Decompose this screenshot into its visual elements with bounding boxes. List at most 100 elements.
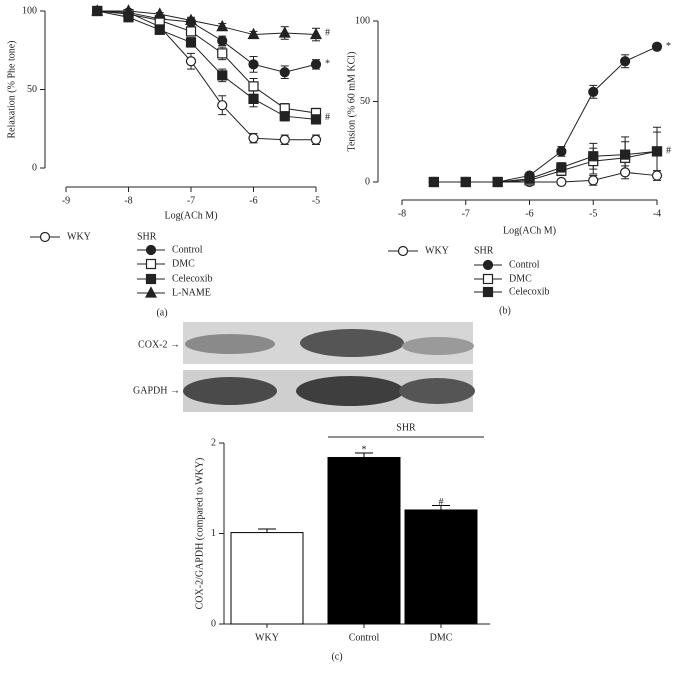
series-line (433, 150, 658, 183)
marker (216, 19, 229, 32)
marker (556, 146, 567, 157)
marker (153, 7, 166, 19)
annotation: # (325, 27, 330, 38)
marker (310, 59, 322, 70)
marker (588, 151, 599, 162)
x-tick-label: -5 (312, 195, 320, 206)
bar (404, 509, 478, 625)
error-bar (355, 452, 373, 458)
marker (279, 111, 290, 122)
blot-band (300, 329, 404, 357)
marker (492, 176, 503, 188)
marker (428, 176, 439, 188)
error-bar (432, 504, 450, 510)
blot-band (296, 376, 404, 406)
marker (248, 93, 259, 105)
annotation: # (439, 497, 444, 508)
legend-label: DMC (172, 258, 195, 269)
panel-label: (b) (499, 305, 511, 316)
series-line (97, 10, 317, 73)
legend-group-title: SHR (474, 245, 494, 256)
marker (524, 173, 535, 184)
marker (278, 26, 291, 38)
x-tick-label: -6 (525, 208, 533, 219)
y-tick-label: 100 (355, 15, 370, 26)
legend-marker (145, 244, 157, 256)
x-tick-label: -8 (124, 195, 132, 206)
x-tick-label: -7 (462, 208, 470, 219)
blot-label: COX-2 → (138, 339, 180, 350)
marker (154, 24, 165, 35)
x-tick-label: -4 (653, 208, 661, 219)
x-tick-label: -9 (62, 195, 70, 206)
y-tick-label: 50 (27, 84, 37, 95)
legend-marker (145, 258, 157, 270)
y-tick-label: 0 (211, 618, 216, 629)
legend-label: Celecoxib (509, 286, 550, 297)
marker (185, 56, 197, 67)
series-line (97, 10, 317, 120)
marker (217, 48, 228, 59)
marker (620, 167, 631, 178)
marker (185, 26, 197, 37)
marker (620, 149, 631, 160)
blot-band (185, 334, 275, 354)
x-tick-label: -7 (187, 195, 195, 206)
legend-label: Control (172, 244, 203, 255)
blot-band (183, 377, 277, 405)
y-tick-label: 1 (211, 528, 216, 539)
marker (556, 162, 567, 173)
annotation: * (666, 41, 671, 52)
legend-label: DMC (509, 273, 532, 284)
marker (247, 27, 260, 40)
marker (217, 100, 228, 111)
blot-band (402, 337, 474, 355)
legend-marker (482, 273, 494, 285)
blot-band (399, 378, 475, 404)
bar (327, 456, 401, 625)
blot-label: GAPDH → (133, 385, 180, 396)
marker (651, 41, 663, 52)
legend-label: Control (509, 259, 540, 270)
marker (310, 114, 322, 125)
y-tick-label: 100 (22, 5, 37, 16)
legend-group-title: SHR (137, 231, 157, 242)
legend-marker (482, 286, 494, 298)
panel-label: (a) (156, 307, 167, 318)
legend-label: WKY (67, 231, 91, 242)
marker (310, 27, 322, 40)
error-bar (258, 528, 276, 533)
marker (217, 35, 228, 46)
x-tick-label: -5 (589, 208, 597, 219)
x-tick-label: DMC (430, 632, 453, 643)
y-tick-label: 0 (365, 176, 370, 187)
y-axis-label: Relaxation (% Phe tone) (6, 40, 17, 138)
marker (588, 86, 599, 97)
marker (588, 175, 599, 186)
marker (122, 4, 135, 16)
annotation: * (362, 445, 367, 456)
legend-marker (397, 245, 409, 257)
marker (556, 176, 567, 188)
annotation: * (325, 59, 330, 70)
y-tick-label: 2 (211, 437, 216, 448)
y-axis-label: Tension (% 60 mM KCl) (346, 52, 357, 152)
x-tick-label: WKY (255, 632, 279, 643)
marker (248, 81, 259, 92)
marker (185, 13, 197, 26)
y-tick-label: 50 (360, 96, 370, 107)
legend-label: L-NAME (172, 287, 211, 298)
marker (651, 146, 663, 157)
western-blot (183, 322, 475, 412)
y-axis-label: COX-2/GAPDH (compared to WKY) (194, 458, 205, 610)
legend-label: Celecoxib (172, 273, 213, 284)
marker (460, 176, 471, 188)
legend-marker (482, 259, 494, 271)
x-tick-label: -6 (249, 195, 257, 206)
marker (185, 37, 197, 48)
legend-marker (39, 231, 51, 243)
bar (230, 532, 304, 625)
x-tick-label: Control (349, 632, 380, 643)
marker (248, 133, 259, 144)
